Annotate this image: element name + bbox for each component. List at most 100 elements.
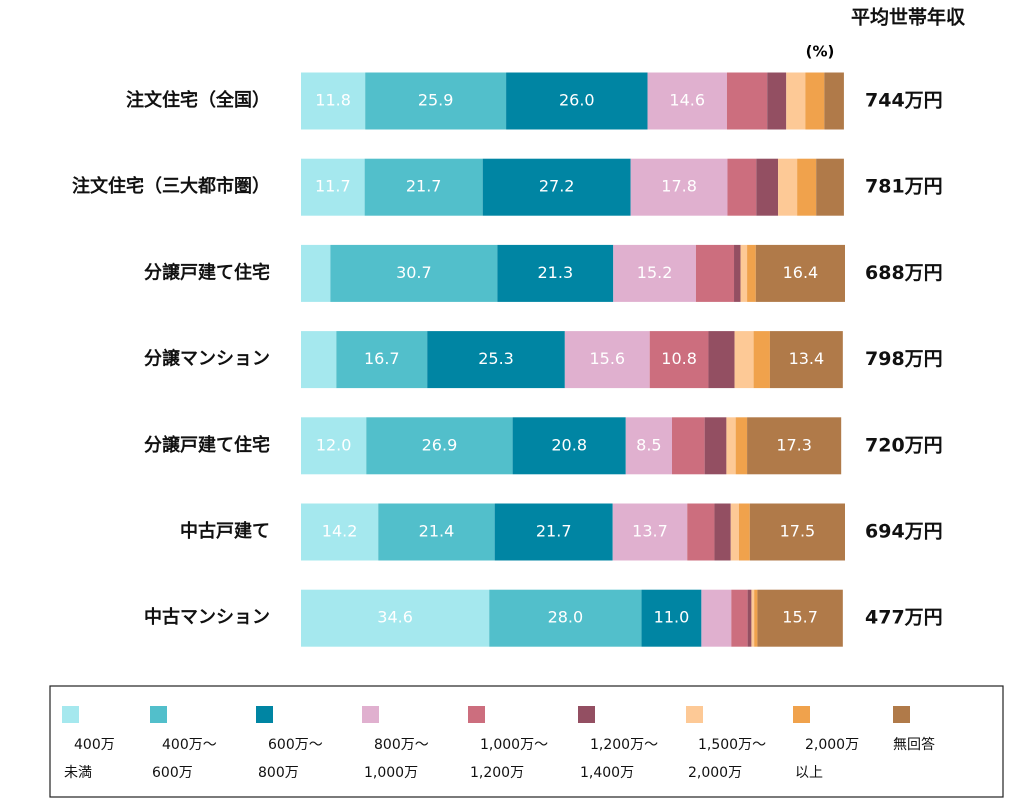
value-label: 13.7: [632, 522, 668, 541]
bar-segment: [756, 158, 779, 216]
bar-segment: [701, 589, 732, 647]
bar-segment: [731, 589, 748, 647]
value-label: 15.7: [782, 608, 818, 627]
legend-swatch: [256, 706, 273, 723]
legend-swatch: [62, 706, 79, 723]
bar-segment: [613, 244, 696, 302]
value-label: 15.2: [637, 263, 673, 282]
bar-segment: [754, 589, 758, 647]
bar-segment: [704, 417, 727, 475]
bar-segment: [726, 417, 736, 475]
legend-swatch: [362, 706, 379, 723]
bar-segment: [625, 417, 673, 475]
bar-segment: [647, 72, 727, 130]
category-label: 中古マンション: [144, 606, 270, 628]
bar-segment: [734, 244, 741, 302]
bar-segment: [727, 158, 757, 216]
value-label: 21.3: [538, 263, 574, 282]
total-label: 720万円: [865, 434, 943, 456]
legend-label: 無回答: [893, 736, 935, 753]
bar-segment: [749, 503, 845, 561]
bar-segment: [672, 417, 705, 475]
bar-segment: [747, 417, 842, 475]
bar-segment: [730, 503, 739, 561]
legend-swatch: [893, 706, 910, 723]
value-label: 25.9: [418, 91, 454, 110]
bar-segment: [816, 158, 844, 216]
bar-segment: [734, 331, 754, 389]
bar-segment: [336, 331, 428, 389]
bar-segment: [301, 503, 379, 561]
legend-swatch: [150, 706, 167, 723]
value-label: 13.4: [789, 349, 825, 368]
legend-box: [49, 685, 1004, 798]
value-label: 10.8: [661, 349, 697, 368]
bar-segment: [740, 244, 748, 302]
value-label: 26.9: [422, 435, 458, 454]
total-label: 694万円: [865, 521, 943, 543]
bar-segment: [301, 331, 337, 389]
value-label: 11.7: [315, 177, 351, 196]
legend-label: 400万～ 600万: [152, 737, 217, 781]
total-label: 688万円: [865, 262, 943, 284]
total-label: 744万円: [865, 90, 943, 112]
legend-label: 1,200万～ 1,400万: [580, 737, 658, 781]
value-label: 30.7: [396, 263, 432, 282]
bar-segment: [365, 72, 507, 130]
value-label: 21.7: [406, 177, 442, 196]
total-label: 798万円: [865, 348, 943, 370]
bar-segment: [708, 331, 735, 389]
bar-segment: [612, 503, 688, 561]
unit-label: (%): [806, 43, 835, 61]
value-label: 27.2: [539, 177, 575, 196]
bar-segment: [747, 244, 756, 302]
bar-segment: [649, 331, 709, 389]
value-label: 14.6: [669, 91, 705, 110]
category-label: 分譲戸建て住宅: [144, 261, 270, 283]
bar-segment: [735, 417, 748, 475]
value-label: 25.3: [478, 349, 514, 368]
bar-segment: [366, 417, 513, 475]
bar-segment: [330, 244, 498, 302]
value-label: 8.5: [636, 435, 661, 454]
bar-segment: [427, 331, 565, 389]
bar-segment: [769, 331, 843, 389]
value-label: 28.0: [548, 608, 584, 627]
category-label: 中古戸建て: [180, 520, 270, 542]
value-label: 14.2: [322, 522, 358, 541]
bar-segment: [824, 72, 844, 130]
bar-segment: [506, 72, 648, 130]
value-label: 26.0: [559, 91, 595, 110]
total-label: 477万円: [865, 607, 943, 629]
value-label: 11.8: [315, 91, 351, 110]
value-label: 34.6: [377, 608, 413, 627]
legend-swatch: [686, 706, 703, 723]
bar-segment: [687, 503, 715, 561]
value-label: 21.4: [419, 522, 455, 541]
value-label: 17.5: [780, 522, 816, 541]
value-label: 21.7: [536, 522, 572, 541]
value-label: 20.8: [551, 435, 587, 454]
bar-segment: [753, 331, 770, 389]
legend-label: 800万～ 1,000万: [364, 737, 429, 781]
bar-segment: [738, 503, 750, 561]
bar-segment: [805, 72, 825, 130]
value-label: 16.7: [364, 349, 400, 368]
legend-label: 1,000万～ 1,200万: [470, 737, 548, 781]
bar-segment: [757, 589, 843, 647]
bar-segment: [797, 158, 817, 216]
bar-segment: [489, 589, 642, 647]
category-label: 注文住宅（全国）: [126, 89, 270, 111]
bar-segment: [726, 72, 768, 130]
total-label: 781万円: [865, 176, 943, 198]
value-label: 16.4: [783, 263, 819, 282]
value-label: 17.8: [661, 177, 697, 196]
legend-swatch: [468, 706, 485, 723]
bar-segment: [512, 417, 626, 475]
bar-segment: [641, 589, 702, 647]
bar-segment: [497, 244, 614, 302]
legend-label: 1,500万～ 2,000万: [688, 737, 766, 781]
bar-segment: [695, 244, 735, 302]
bar-segment: [786, 72, 806, 130]
